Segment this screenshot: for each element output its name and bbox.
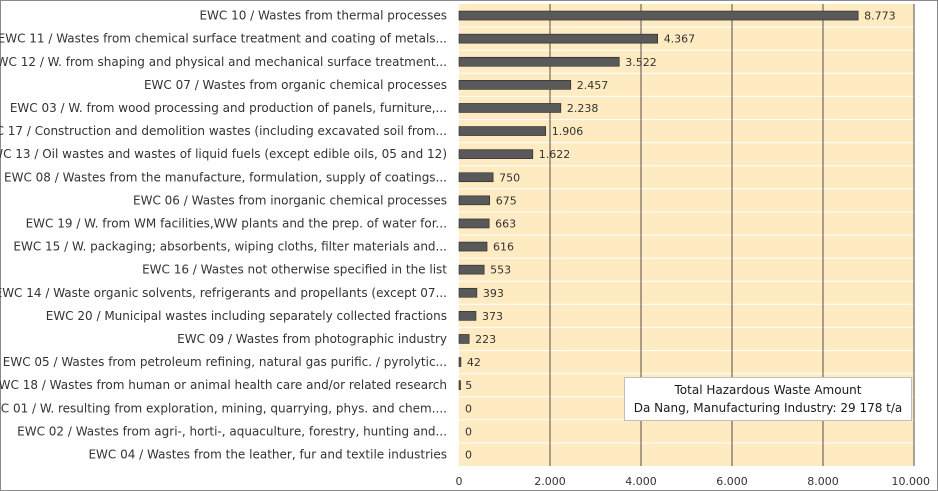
bar	[458, 126, 547, 136]
category-label: EWC 05 / Wastes from petroleum refining,…	[3, 355, 447, 369]
value-labels: 8.773 4.367 3.522 2.457 2.238 1.906 1.622 750 67…	[465, 10, 896, 462]
x-axis-tick-labels: 0 2.000 4.000 6.000 8.000 10.000	[456, 475, 931, 488]
data-label: 0	[465, 402, 472, 415]
x-tick-label: 2.000	[534, 475, 566, 488]
category-label: EWC 10 / Wastes from thermal processes	[199, 9, 447, 23]
data-label: 1.906	[552, 125, 584, 138]
bar	[458, 218, 490, 229]
category-label: EWC 08 / Wastes from the manufacture, fo…	[4, 170, 447, 184]
data-label: 8.773	[864, 10, 896, 23]
category-label: EWC 02 / Wastes from agri-, horti-, aqua…	[17, 424, 447, 438]
data-label: 0	[465, 448, 472, 461]
bar	[458, 10, 859, 21]
category-labels: EWC 10 / Wastes from thermal processes EW…	[0, 9, 447, 462]
category-label: EWC 01 / W. resulting from exploration, …	[0, 401, 447, 415]
annotation-subtitle: Da Nang, Manufacturing Industry: 29 178 …	[633, 401, 903, 415]
data-label: 2.457	[577, 79, 609, 92]
x-tick-label: 0	[456, 475, 463, 488]
data-label: 675	[496, 194, 517, 207]
bar	[458, 149, 534, 159]
data-label: 4.367	[664, 33, 696, 46]
x-tick-label: 10.000	[892, 475, 931, 488]
bar	[458, 172, 494, 183]
bar	[458, 195, 491, 206]
category-label: EWC 04 / Wastes from the leather, fur an…	[88, 447, 447, 461]
data-label: 373	[482, 310, 503, 323]
total-annotation-box: Total Hazardous Waste Amount Da Nang, Ma…	[624, 377, 912, 421]
bars	[458, 10, 859, 390]
bar	[458, 80, 572, 90]
category-label: EWC 07 / Wastes from organic chemical pr…	[144, 78, 447, 92]
annotation-title: Total Hazardous Waste Amount	[674, 383, 862, 397]
bar	[458, 334, 470, 344]
category-label: EWC 03 / W. from wood processing and pro…	[10, 101, 447, 115]
bar	[458, 311, 477, 321]
category-label: EWC 17 / Construction and demolition was…	[0, 124, 447, 138]
bar	[458, 380, 461, 390]
category-label: EWC 20 / Municipal wastes including sepa…	[46, 309, 447, 323]
x-tick-label: 4.000	[625, 475, 657, 488]
category-label: EWC 13 / Oil wastes and wastes of liquid…	[0, 147, 447, 161]
data-label: 553	[490, 264, 511, 277]
bar	[458, 33, 658, 44]
x-tick-label: 8.000	[807, 475, 839, 488]
category-label: EWC 16 / Wastes not otherwise specified …	[142, 263, 447, 277]
data-label: 5	[465, 379, 472, 392]
data-label: 0	[465, 425, 472, 438]
category-label: EWC 06 / Wastes from inorganic chemical …	[133, 193, 447, 207]
category-label: EWC 11 / Wastes from chemical surface tr…	[0, 32, 447, 46]
category-label: EWC 15 / W. packaging; absorbents, wipin…	[13, 240, 447, 254]
data-label: 3.522	[625, 56, 657, 69]
data-label: 663	[495, 217, 516, 230]
category-label: EWC 14 / Waste organic solvents, refrige…	[0, 286, 447, 300]
bar	[458, 357, 462, 367]
bar	[458, 56, 620, 67]
data-label: 42	[467, 356, 481, 369]
category-label: EWC 09 / Wastes from photographic indust…	[177, 332, 447, 346]
bar	[458, 103, 562, 113]
category-label: EWC 19 / W. from WM facilities,WW plants…	[26, 216, 447, 230]
bar	[458, 287, 478, 298]
data-label: 393	[483, 287, 504, 300]
category-label: EWC 18 / Wastes from human or animal hea…	[0, 378, 447, 392]
data-label: 1.622	[539, 148, 571, 161]
category-label: EWC 12 / W. from shaping and physical an…	[0, 55, 447, 69]
data-label: 750	[499, 171, 520, 184]
x-tick-label: 6.000	[716, 475, 748, 488]
data-label: 2.238	[567, 102, 599, 115]
data-label: 616	[493, 241, 514, 254]
bar	[458, 264, 485, 275]
bar	[458, 241, 488, 252]
data-label: 223	[475, 333, 496, 346]
